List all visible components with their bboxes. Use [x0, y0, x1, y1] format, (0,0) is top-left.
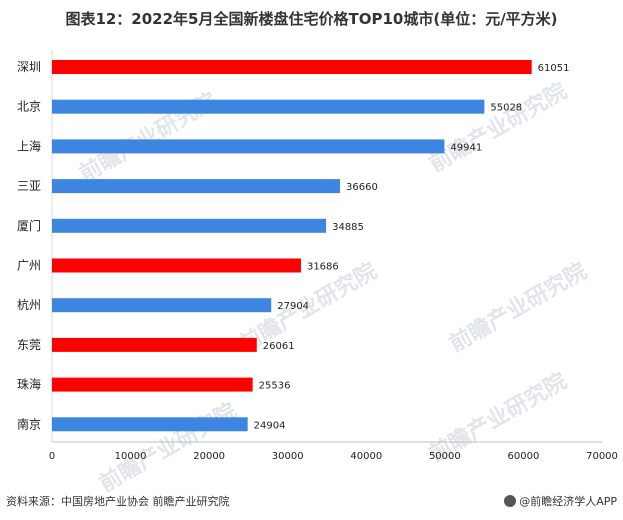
y-category-label: 广州 [17, 259, 41, 273]
data-label: 24904 [254, 420, 286, 431]
data-label: 36660 [346, 182, 378, 193]
x-tick-label: 50000 [429, 451, 461, 462]
data-label: 49941 [450, 142, 482, 153]
brand-note: @前瞻经济学人APP [504, 493, 617, 509]
y-category-label: 三亚 [17, 179, 41, 193]
x-tick-label: 0 [49, 451, 55, 462]
x-tick-label: 30000 [272, 451, 304, 462]
y-category-label: 厦门 [17, 218, 41, 233]
x-tick-label: 70000 [586, 451, 618, 462]
data-label: 25536 [259, 381, 291, 392]
y-category-label: 东莞 [17, 338, 41, 352]
bar [52, 179, 341, 194]
bar [52, 298, 272, 313]
y-category-label: 杭州 [17, 297, 41, 312]
y-category-label: 南京 [17, 416, 41, 431]
data-label: 55028 [490, 103, 522, 114]
bar [52, 218, 327, 233]
bar [52, 417, 248, 432]
bar [52, 258, 301, 273]
data-label: 26061 [263, 341, 295, 352]
x-tick-label: 10000 [115, 451, 147, 462]
y-category-label: 上海 [17, 138, 41, 153]
x-tick-label: 60000 [508, 451, 540, 462]
brand-text: @前瞻经济学人APP [519, 495, 617, 508]
data-label: 27904 [277, 301, 309, 312]
bar [52, 377, 253, 392]
x-tick-label: 40000 [350, 451, 382, 462]
data-label: 31686 [307, 262, 339, 273]
bar [52, 99, 485, 114]
y-category-label: 北京 [17, 100, 41, 114]
bar [52, 337, 257, 352]
x-tick-label: 20000 [193, 451, 225, 462]
y-category-label: 深圳 [17, 60, 41, 74]
bar [52, 139, 445, 154]
y-category-label: 珠海 [17, 377, 41, 392]
source-note: 资料来源：中国房地产业协会 前瞻产业研究院 [6, 495, 230, 508]
data-label: 34885 [332, 222, 364, 233]
bar [52, 60, 532, 74]
data-label: 61051 [538, 63, 570, 74]
brand-logo-icon [504, 495, 517, 507]
chart-title: 图表12：2022年5月全国新楼盘住宅价格TOP10城市(单位：元/平方米) [65, 10, 558, 28]
